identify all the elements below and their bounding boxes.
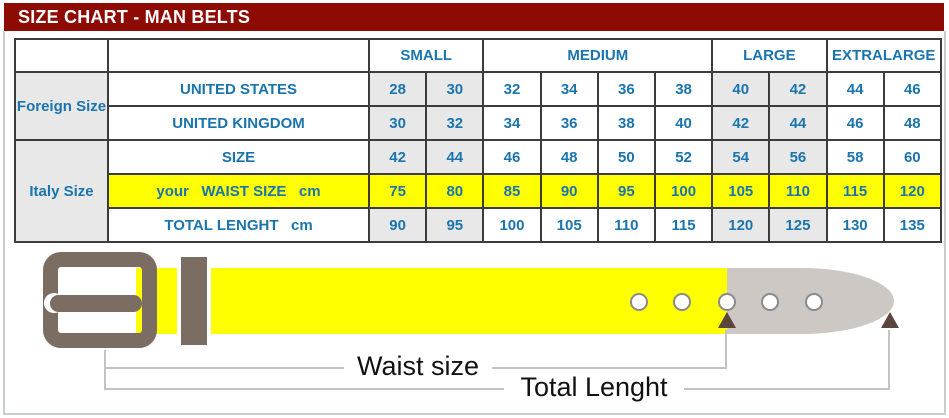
size-cell: 100	[482, 207, 542, 243]
size-cell: 135	[882, 207, 942, 243]
size-cell: 115	[825, 173, 885, 209]
size-cell: 38	[596, 105, 656, 141]
size-cell: 46	[825, 105, 885, 141]
size-cell: 58	[825, 139, 885, 175]
belt-hole-icon	[673, 293, 691, 311]
size-cell: 105	[539, 207, 599, 243]
size-table: SMALL MEDIUM LARGE EXTRALARGE Foreign Size UN…	[14, 38, 942, 243]
size-cell: 40	[711, 71, 771, 107]
total-vertical-line	[888, 330, 890, 390]
belt-hole-icon	[761, 293, 779, 311]
size-cell: 95	[596, 173, 656, 209]
belt-keeper	[177, 257, 211, 345]
group-label-cell: Foreign Size	[14, 71, 109, 141]
size-cell: 36	[539, 105, 599, 141]
size-cell: 42	[711, 105, 771, 141]
row-label: SIZE	[107, 139, 370, 175]
total-line	[104, 388, 890, 390]
corner-cell	[107, 38, 370, 73]
size-cell: 40	[653, 105, 714, 141]
total-arrow-icon	[881, 312, 899, 328]
group-header-medium: MEDIUM	[482, 38, 714, 73]
belt-hole-icon	[805, 293, 823, 311]
title-bar: SIZE CHART - MAN BELTS	[4, 3, 944, 31]
size-cell: 30	[425, 71, 485, 107]
size-cell: 44	[825, 71, 885, 107]
group-header-small: SMALL	[367, 38, 485, 73]
waist-size-label: Waist size	[344, 351, 492, 382]
size-cell: 90	[539, 173, 599, 209]
size-cell: 34	[482, 105, 542, 141]
size-cell: 44	[768, 105, 828, 141]
size-cell: 32	[482, 71, 542, 107]
size-cell: 60	[882, 139, 942, 175]
size-cell: 120	[711, 207, 771, 243]
size-cell: 48	[882, 105, 942, 141]
size-cell: 75	[367, 173, 428, 209]
size-cell: 95	[425, 207, 485, 243]
waist-vertical-line	[725, 330, 727, 369]
corner-cell	[14, 38, 109, 73]
size-cell: 46	[882, 71, 942, 107]
size-cell: 42	[367, 139, 428, 175]
size-cell: 90	[367, 207, 428, 243]
size-cell: 110	[768, 173, 828, 209]
size-cell: 36	[596, 71, 656, 107]
size-cell: 52	[653, 139, 714, 175]
belt-hole-icon	[630, 293, 648, 311]
waist-arrow-icon	[718, 312, 736, 328]
size-cell: 80	[425, 173, 485, 209]
size-cell: 34	[539, 71, 599, 107]
row-label: your WAIST SIZE cm	[107, 173, 370, 209]
size-cell: 105	[711, 173, 771, 209]
group-label-cell: Italy Size	[14, 139, 109, 243]
size-cell: 42	[768, 71, 828, 107]
page-title: SIZE CHART - MAN BELTS	[18, 6, 251, 27]
group-header-large: LARGE	[711, 38, 828, 73]
size-table-body: SMALL MEDIUM LARGE EXTRALARGE Foreign Size UN…	[14, 38, 942, 243]
size-cell: 120	[882, 173, 942, 209]
size-cell: 110	[596, 207, 656, 243]
size-cell: 125	[768, 207, 828, 243]
size-cell: 56	[768, 139, 828, 175]
group-header-extralarge: EXTRALARGE	[825, 38, 942, 73]
row-label: UNITED STATES	[107, 71, 370, 107]
total-length-label: Total Lenght	[504, 372, 684, 403]
size-cell: 115	[653, 207, 714, 243]
size-cell: 48	[539, 139, 599, 175]
row-label: TOTAL LENGHT cm	[107, 207, 370, 243]
size-cell: 30	[367, 105, 428, 141]
size-cell: 44	[425, 139, 485, 175]
size-cell: 46	[482, 139, 542, 175]
size-cell: 28	[367, 71, 428, 107]
size-cell: 38	[653, 71, 714, 107]
size-cell: 100	[653, 173, 714, 209]
row-label: UNITED KINGDOM	[107, 105, 370, 141]
belt-diagram: Waist size Total Lenght	[0, 240, 949, 415]
belt-hole-icon	[718, 293, 736, 311]
size-cell: 50	[596, 139, 656, 175]
size-cell: 54	[711, 139, 771, 175]
buckle-prong	[50, 295, 142, 312]
left-bracket-line	[104, 350, 106, 390]
content-panel	[3, 31, 946, 415]
size-cell: 130	[825, 207, 885, 243]
size-cell: 32	[425, 105, 485, 141]
belt-strap	[136, 268, 727, 334]
size-cell: 85	[482, 173, 542, 209]
